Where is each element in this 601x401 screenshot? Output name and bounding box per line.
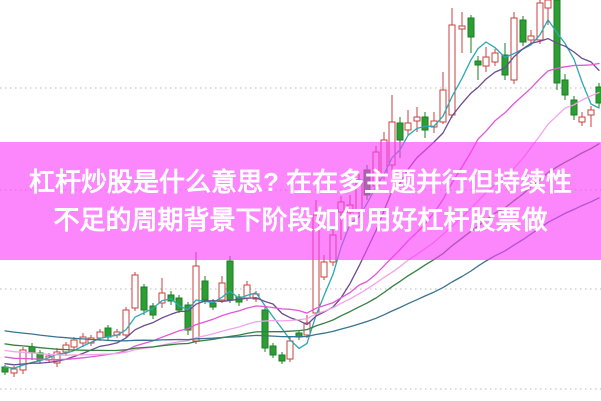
headline-line1: 杠杆炒股是什么意思? 在在多主题并行但持续性 <box>28 167 573 197</box>
headline-line2: 不足的周期背景下阶段如何用好杠杆股票做 <box>53 205 548 235</box>
headline-banner: 杠杆炒股是什么意思? 在在多主题并行但持续性 不足的周期背景下阶段如何用好杠杆股… <box>0 142 601 260</box>
